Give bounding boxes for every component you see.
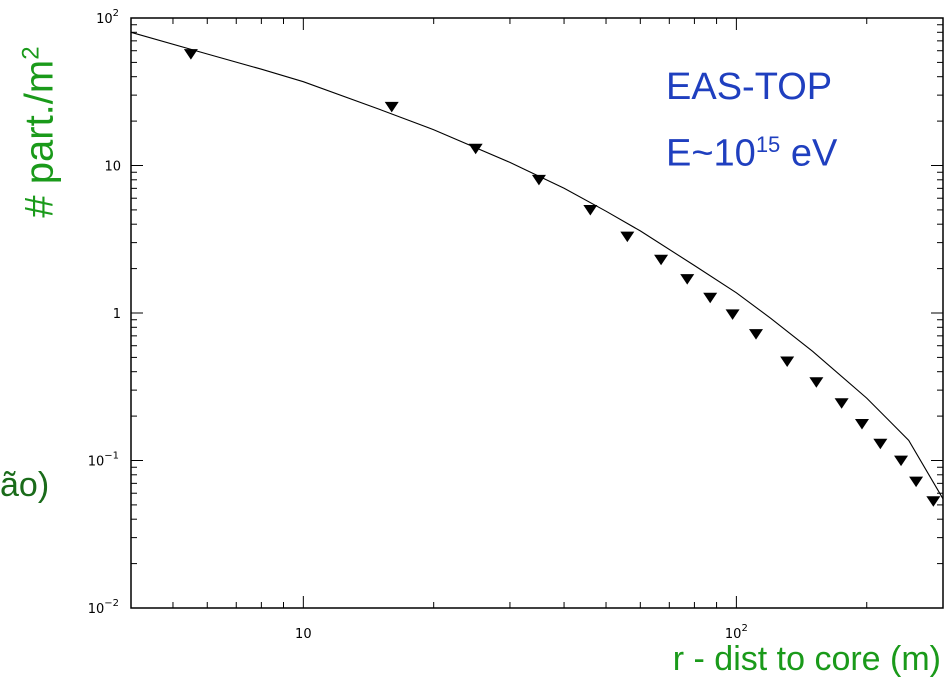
y-tick-label: 10 <box>104 160 121 175</box>
plot-frame <box>130 17 944 609</box>
cropped-text-fragment: ão) <box>0 466 50 504</box>
y-axis-label-sup: 2 <box>17 46 45 60</box>
fit-curve-line <box>130 31 944 500</box>
y-axis-label-main: # part./m <box>17 59 62 218</box>
data-point-marker <box>654 254 669 266</box>
x-axis-label: r - dist to core (m) <box>672 640 941 678</box>
x-tick-label: 102 <box>725 623 748 642</box>
annotation-line2-sup: 15 <box>755 132 781 157</box>
data-point-marker <box>531 174 546 186</box>
data-point-marker <box>909 476 924 488</box>
series-layer <box>130 31 944 507</box>
y-tick-label: 10−2 <box>88 598 119 617</box>
data-point-marker <box>894 455 909 467</box>
data-point-marker <box>680 274 695 285</box>
data-point-marker <box>620 231 635 243</box>
annotation-line1: EAS-TOP <box>666 66 833 108</box>
data-point-marker <box>703 292 718 304</box>
data-point-marker <box>583 205 598 216</box>
tick-labels: 10 102 102 10 1 10−1 10−2 <box>88 8 748 642</box>
y-tick-label: 102 <box>96 8 119 27</box>
x-tick-label: 10 <box>295 627 312 642</box>
annotation-box: EAS-TOP E~1015 eV <box>666 58 837 183</box>
data-point-marker <box>854 419 869 430</box>
data-point-marker <box>725 309 740 320</box>
y-axis-label-wrap: # part./m2 <box>6 22 74 242</box>
y-axis-label: # part./m2 <box>17 46 62 217</box>
data-point-marker <box>468 143 483 155</box>
annotation-line2: E~1015 eV <box>666 116 837 183</box>
data-point-marker <box>183 49 198 60</box>
y-tick-label: 1 <box>113 307 121 322</box>
data-point-marker <box>926 496 941 507</box>
data-point-marker <box>749 329 764 340</box>
annotation-line2-suffix: eV <box>780 132 838 175</box>
y-tick-label: 10−1 <box>88 451 119 470</box>
data-point-marker <box>873 438 888 450</box>
data-point-marker <box>834 398 849 409</box>
annotation-line2-prefix: E~10 <box>666 132 756 175</box>
data-point-marker <box>384 101 399 113</box>
data-point-marker <box>780 356 795 367</box>
data-point-marker <box>809 377 824 388</box>
